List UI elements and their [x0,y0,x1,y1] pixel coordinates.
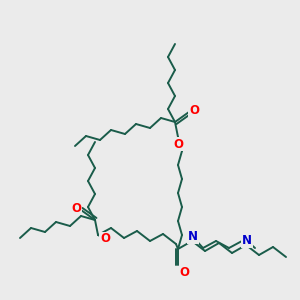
Text: O: O [179,266,189,280]
Text: O: O [100,232,110,245]
Text: N: N [242,235,252,248]
Text: O: O [173,137,183,151]
Text: N: N [188,230,198,244]
Text: O: O [71,202,81,214]
Text: O: O [189,103,199,116]
